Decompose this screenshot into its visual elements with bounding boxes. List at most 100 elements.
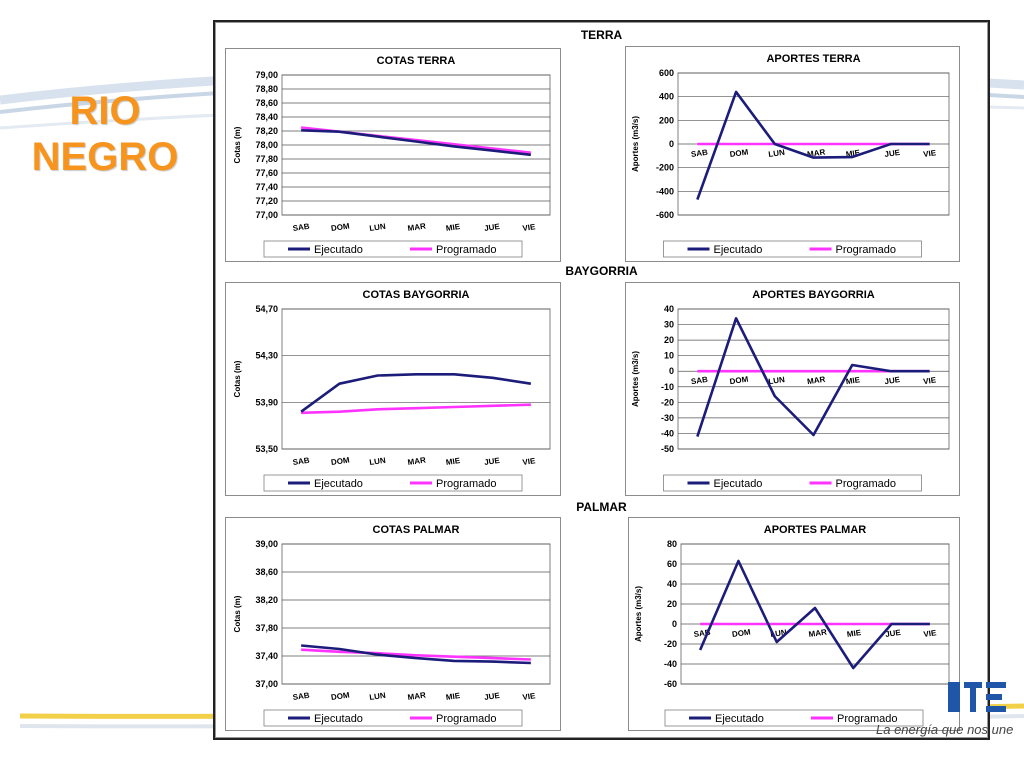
x-tick-label: DOM	[729, 375, 749, 387]
x-tick-label: MAR	[807, 375, 827, 386]
y-tick-label: 38,20	[255, 595, 278, 605]
plot-area	[680, 543, 950, 685]
y-tick-label: 77,00	[255, 210, 278, 220]
y-tick-label: 40	[667, 579, 677, 589]
x-tick-label: SAB	[292, 222, 310, 233]
y-tick-label: 30	[664, 320, 674, 330]
y-tick-label: 0	[669, 366, 674, 376]
legend-label-ejecutado: Ejecutado	[714, 478, 763, 490]
legend-label-programado: Programado	[436, 244, 497, 256]
legend-label-programado: Programado	[436, 713, 497, 725]
chart-svg: APORTES TERRA -600 -400 -200 0 200 400 600 Aport…	[631, 53, 950, 258]
chart-title: COTAS TERRA	[377, 55, 456, 67]
legend-box	[263, 240, 523, 258]
x-tick-label: MAR	[407, 456, 427, 467]
y-tick-label: 77,80	[255, 154, 278, 164]
chart-svg: APORTES BAYGORRIA -50 -40 -30 -20 -10 0 10 20 30 4…	[631, 289, 950, 492]
chart-svg: COTAS TERRA 77,00 77,20 77,40 77,60 77,80 78,0…	[233, 55, 551, 258]
chart-title: COTAS PALMAR	[373, 524, 460, 536]
chart-aportes-baygorria: APORTES BAYGORRIA -50 -40 -30 -20 -10 0 10 20 30 4…	[625, 282, 960, 496]
chart-title: APORTES TERRA	[766, 53, 860, 65]
legend-label-ejecutado: Ejecutado	[314, 244, 363, 256]
legend-label-ejecutado: Ejecutado	[314, 478, 363, 490]
y-axis-label: Cotas (m)	[233, 126, 242, 163]
x-tick-label: LUN	[768, 148, 786, 159]
ute-logo	[948, 682, 1006, 712]
x-tick-label: MIE	[846, 628, 862, 639]
x-tick-label: SAB	[693, 628, 711, 639]
x-tick-label: LUN	[770, 628, 788, 639]
legend-label-ejecutado: Ejecutado	[714, 244, 763, 256]
y-axis-label: Aportes (m3/s)	[631, 351, 640, 407]
x-tick-label: DOM	[731, 627, 751, 639]
x-tick-label: JUE	[484, 456, 501, 467]
y-tick-label: 600	[659, 68, 674, 78]
x-tick-label: LUN	[369, 456, 387, 467]
y-tick-label: 40	[664, 304, 674, 314]
x-tick-label: MIE	[445, 456, 461, 467]
y-tick-label: -20	[664, 639, 677, 649]
chart-aportes-terra: APORTES TERRA -600 -400 -200 0 200 400 600 Aport…	[625, 46, 960, 262]
y-tick-label: 53,90	[255, 397, 278, 407]
y-tick-label: 37,40	[255, 651, 278, 661]
series-line-programado	[301, 648, 531, 661]
plot-area	[677, 308, 950, 450]
y-axis-label: Cotas (m)	[233, 595, 242, 632]
y-tick-label: 78,40	[255, 112, 278, 122]
y-tick-label: 20	[664, 335, 674, 345]
chart-svg: COTAS BAYGORRIA 53,50 53,90 54,30 54,70 Cotas…	[233, 289, 551, 492]
plot-area	[281, 543, 551, 685]
x-tick-label: VIE	[522, 222, 537, 233]
y-tick-label: -30	[661, 413, 674, 423]
x-tick-label: VIE	[923, 148, 938, 159]
legend-label-programado: Programado	[436, 478, 497, 490]
chart-svg: APORTES PALMAR -60 -40 -20 0 20 40 60 80 Aportes …	[634, 524, 950, 727]
legend-label-ejecutado: Ejecutado	[314, 713, 363, 725]
y-tick-label: -600	[656, 210, 674, 220]
x-tick-label: SAB	[690, 148, 708, 159]
x-tick-label: MIE	[445, 691, 461, 702]
chart-cotas-terra: COTAS TERRA 77,00 77,20 77,40 77,60 77,80 78,0…	[225, 48, 561, 262]
x-tick-label: VIE	[522, 456, 537, 467]
chart-svg: COTAS PALMAR 37,00 37,40 37,80 38,20 38,60 39,…	[233, 524, 551, 727]
x-tick-label: LUN	[369, 691, 387, 702]
y-tick-label: -20	[661, 397, 674, 407]
x-tick-label: DOM	[330, 690, 350, 702]
brand-tagline: La energía que nos une	[876, 722, 1014, 737]
x-tick-label: MIE	[445, 222, 461, 233]
legend-box	[663, 474, 922, 492]
chart-cotas-baygorria: COTAS BAYGORRIA 53,50 53,90 54,30 54,70 Cotas…	[225, 282, 561, 496]
x-tick-label: JUE	[884, 148, 901, 159]
slide-title-line1: RIO	[69, 89, 141, 133]
series-line-programado	[301, 403, 531, 415]
series-line-ejecutado	[301, 129, 531, 157]
x-tick-label: JUE	[885, 628, 902, 639]
y-tick-label: -50	[661, 444, 674, 454]
x-tick-label: MIE	[845, 148, 861, 159]
y-tick-label: 39,00	[255, 539, 278, 549]
y-tick-label: 37,00	[255, 679, 278, 689]
x-tick-label: JUE	[484, 222, 501, 233]
y-tick-label: 20	[667, 599, 677, 609]
series-line-ejecutado	[696, 90, 930, 201]
y-tick-label: 54,70	[255, 304, 278, 314]
chart-title: APORTES PALMAR	[764, 524, 867, 536]
x-tick-label: VIE	[923, 628, 938, 639]
y-tick-label: -400	[656, 186, 674, 196]
y-tick-label: -10	[661, 382, 674, 392]
y-tick-label: 0	[669, 139, 674, 149]
section-title-baygorria: BAYGORRIA	[565, 264, 638, 278]
legend-label-ejecutado: Ejecutado	[715, 713, 764, 725]
x-tick-label: SAB	[292, 456, 310, 467]
y-tick-label: 79,00	[255, 70, 278, 80]
y-tick-label: -40	[664, 659, 677, 669]
legend-box	[664, 709, 924, 727]
x-tick-label: MAR	[407, 691, 427, 702]
series-line-ejecutado	[301, 644, 531, 665]
series-line-ejecutado	[696, 317, 930, 437]
y-tick-label: 77,60	[255, 168, 278, 178]
x-tick-label: MAR	[808, 628, 828, 639]
plot-area	[281, 308, 551, 450]
legend-label-programado: Programado	[836, 478, 897, 490]
section-title-terra: TERRA	[580, 28, 623, 42]
